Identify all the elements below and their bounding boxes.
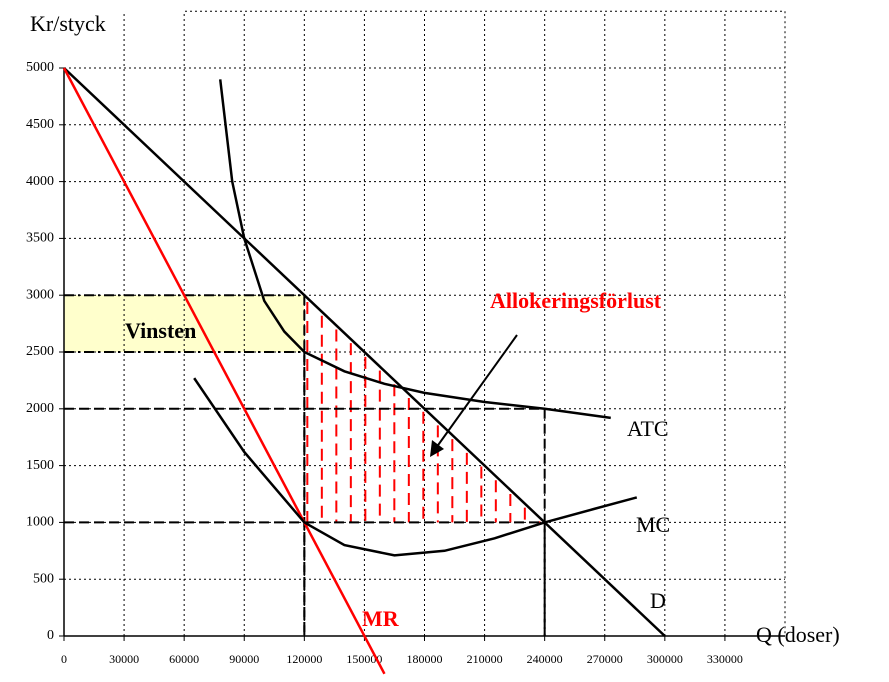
y-tick-label: 0 — [47, 628, 54, 643]
series-line — [193, 377, 638, 557]
x-axis-label: Q (doser) — [756, 622, 840, 647]
series-label: D — [650, 588, 666, 613]
series-label: ATC — [627, 416, 669, 441]
x-tick-label: 300000 — [647, 652, 683, 666]
arrow — [435, 334, 518, 449]
x-tick-label: 210000 — [467, 652, 503, 666]
y-axis-label: Kr/styck — [30, 11, 106, 36]
x-tick-label: 270000 — [587, 652, 623, 666]
y-tick-label: 5000 — [26, 60, 54, 75]
series-label: MR — [362, 606, 400, 631]
series-label: MC — [636, 512, 670, 537]
x-tick-label: 330000 — [707, 652, 743, 666]
y-tick-label: 3500 — [26, 231, 54, 246]
y-tick-label: 2000 — [26, 401, 54, 416]
y-tick-label: 1000 — [26, 515, 54, 530]
annotation: Allokeringsförlust — [490, 288, 662, 313]
y-tick-label: 2500 — [26, 344, 54, 359]
x-tick-label: 120000 — [286, 652, 322, 666]
x-tick-label: 180000 — [407, 652, 443, 666]
series-line — [62, 67, 386, 675]
y-tick-label: 500 — [33, 571, 54, 586]
arrow-head — [430, 440, 444, 457]
x-tick-label: 30000 — [109, 652, 139, 666]
y-tick-label: 1500 — [26, 458, 54, 473]
x-tick-label: 90000 — [229, 652, 259, 666]
y-tick-label: 3000 — [26, 287, 54, 302]
y-tick-label: 4000 — [26, 174, 54, 189]
series-line — [218, 79, 611, 420]
x-tick-label: 60000 — [169, 652, 199, 666]
x-tick-label: 240000 — [527, 652, 563, 666]
x-tick-label: 0 — [61, 652, 67, 666]
series-line — [63, 67, 666, 637]
y-tick-label: 4500 — [26, 117, 54, 132]
annotation: Vinsten — [125, 318, 196, 343]
